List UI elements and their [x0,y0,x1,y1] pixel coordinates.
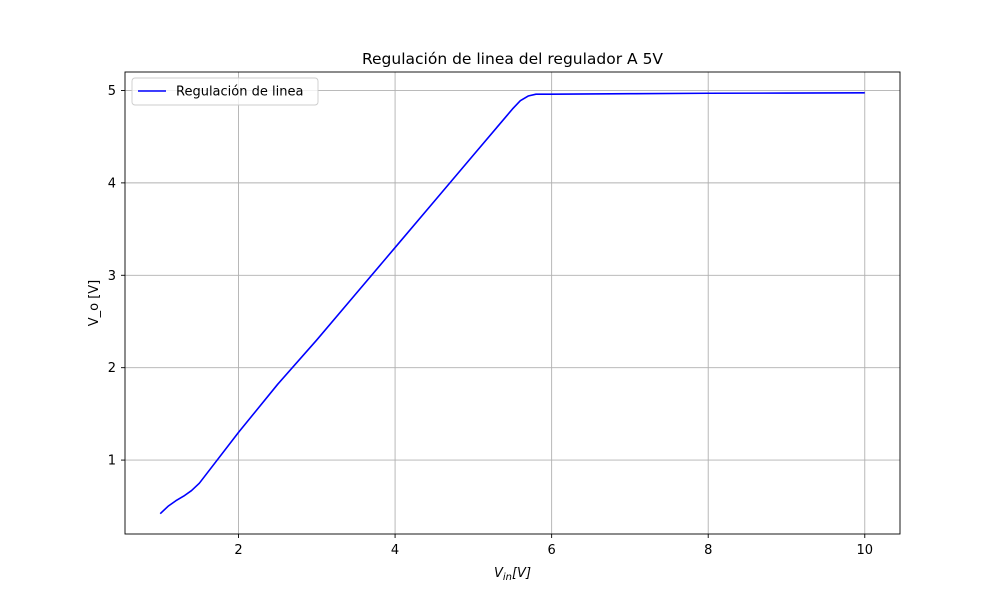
x-axis-title-base: V [494,566,504,581]
legend: Regulación de linea [131,77,319,106]
y-axis-title: V_o [V] [87,280,102,327]
chart-title: Regulación de linea del regulador A 5V [362,50,663,68]
series-line [159,91,865,515]
x-axis-title: Vin[V] [494,566,531,583]
x-tick-label: 6 [548,543,556,558]
legend-label: Regulación de linea [176,85,303,100]
x-tick-label: 4 [391,543,399,558]
x-tick-label: 10 [856,543,873,558]
y-tick-label: 2 [108,361,116,376]
grid [125,72,900,534]
x-axis-title-subscript: in [503,572,512,583]
x-tick-label: 8 [704,543,712,558]
series-layer [159,91,865,515]
plot-frame [124,71,901,535]
y-tick-label: 3 [108,269,116,284]
legend-box [131,77,319,106]
y-tick-label: 1 [108,454,116,469]
y-tick-label: 4 [108,176,116,191]
x-axis-title-unit: [V] [512,566,531,581]
x-tick-label: 2 [234,543,242,558]
y-tick-label: 5 [108,84,116,99]
